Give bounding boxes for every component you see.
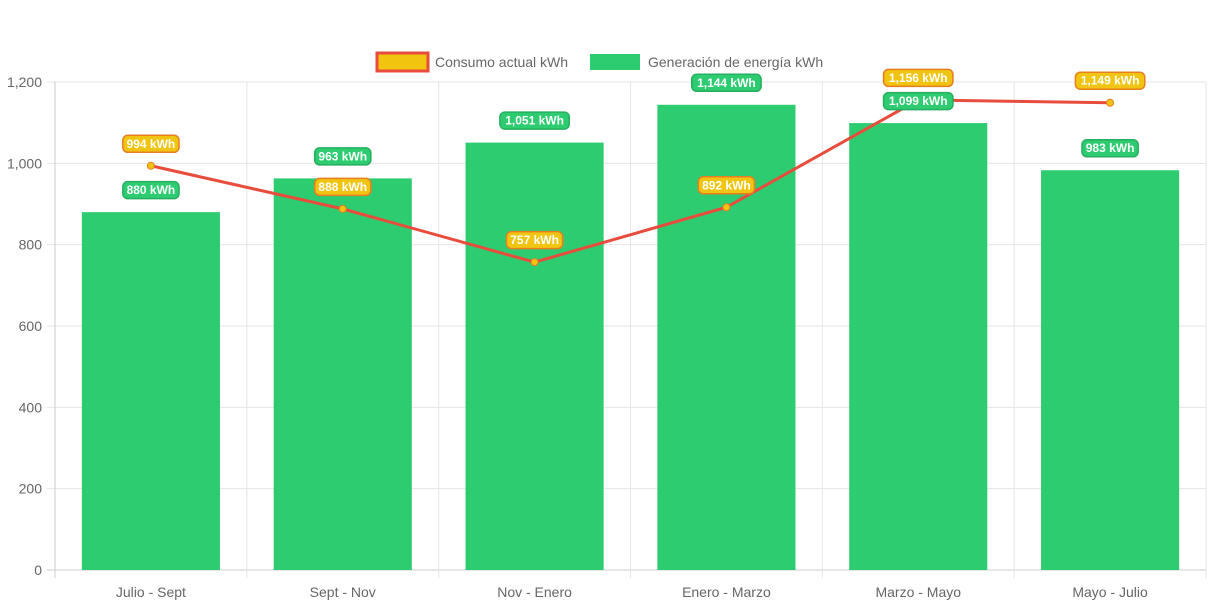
bar[interactable] (657, 104, 796, 571)
bar-data-label-box (313, 147, 372, 166)
line-data-label: 1,156 kWh (882, 68, 954, 88)
grid-layer (47, 81, 1207, 578)
legend-item-consumo[interactable]: Consumo actual kWh (375, 51, 568, 73)
line-data-label-text: 994 kWh (127, 137, 176, 151)
bar[interactable] (465, 142, 604, 571)
bar-data-label-box (499, 111, 571, 130)
bar-data-label: 1,099 kWh (882, 91, 954, 111)
bar-data-label: 963 kWh (313, 147, 372, 166)
bar-data-label-box (122, 180, 180, 200)
bar[interactable] (1041, 170, 1180, 570)
legend-label-consumo: Consumo actual kWh (435, 54, 568, 70)
x-tick-label: Sept - Nov (310, 584, 376, 600)
bar-data-label-text: 1,051 kWh (505, 114, 564, 128)
line-data-label: 888 kWh (313, 177, 372, 197)
legend-swatch-generacion (590, 54, 640, 70)
line-data-label-box (697, 176, 756, 195)
consumo-point[interactable] (530, 258, 539, 267)
bar-data-label-text: 880 kWh (127, 183, 176, 197)
bar-data-label-text: 963 kWh (318, 149, 367, 163)
legend-label-generacion: Generación de energía kWh (648, 54, 823, 70)
line-data-label-box (505, 230, 564, 250)
bar-data-label: 880 kWh (122, 180, 180, 200)
legend: Consumo actual kWh Generación de energía… (375, 51, 823, 73)
line-data-label-text: 1,156 kWh (889, 71, 948, 85)
bar-data-label-text: 983 kWh (1086, 141, 1135, 155)
line-data-label: 757 kWh (505, 230, 564, 250)
consumo-point[interactable] (1106, 98, 1115, 107)
line-data-label-text: 888 kWh (318, 180, 367, 194)
bar-data-label-box (690, 73, 762, 93)
bar-data-label: 1,051 kWh (499, 111, 571, 130)
line-data-label-text: 892 kWh (702, 178, 751, 192)
bar-data-label-text: 1,099 kWh (889, 94, 948, 108)
y-tick-label: 1,200 (7, 74, 42, 90)
consumo-point[interactable] (338, 204, 347, 213)
line-data-label: 892 kWh (697, 176, 756, 195)
line-data-label-text: 1,149 kWh (1081, 74, 1140, 88)
line-data-label: 994 kWh (122, 134, 180, 154)
x-tick-label: Marzo - Mayo (875, 584, 961, 600)
y-tick-label: 400 (19, 399, 43, 415)
bar-data-label-text: 1,144 kWh (697, 76, 756, 90)
bar[interactable] (849, 123, 988, 570)
x-tick-label: Nov - Enero (497, 584, 572, 600)
bar-data-label: 983 kWh (1081, 138, 1139, 158)
bar-data-label: 1,144 kWh (690, 73, 762, 93)
line-data-label: 1,149 kWh (1074, 71, 1146, 90)
y-axis-ticks: 0 200 400 600 800 1,000 1,200 (7, 74, 42, 578)
y-tick-label: 0 (34, 562, 42, 578)
y-tick-label: 200 (19, 481, 43, 497)
x-tick-label: Julio - Sept (116, 584, 186, 600)
x-tick-label: Mayo - Julio (1072, 584, 1148, 600)
bar[interactable] (273, 178, 412, 570)
x-axis-ticks: Julio - Sept Sept - Nov Nov - Enero Enero -… (116, 584, 1148, 600)
bar-data-label-box (882, 91, 954, 111)
consumo-point[interactable] (146, 161, 155, 170)
bar[interactable] (81, 212, 220, 570)
bar-data-label-box (1081, 138, 1139, 158)
line-data-label-box (882, 68, 954, 88)
line-data-label-box (313, 177, 372, 197)
x-tick-label: Enero - Marzo (682, 584, 771, 600)
legend-item-generacion[interactable]: Generación de energía kWh (590, 54, 823, 70)
line-data-label-text: 757 kWh (510, 233, 559, 247)
bar-series (81, 104, 1180, 571)
legend-swatch-consumo (375, 51, 430, 73)
y-tick-label: 1,000 (7, 155, 42, 171)
consumo-point[interactable] (722, 203, 731, 212)
line-data-label-box (122, 134, 180, 154)
y-tick-label: 600 (19, 318, 43, 334)
data-labels: 880 kWh 963 kWh 1,051 kWh 1,144 kWh 1,099 kW… (122, 68, 1146, 250)
line-data-label-box (1074, 71, 1146, 90)
y-tick-label: 800 (19, 237, 43, 253)
